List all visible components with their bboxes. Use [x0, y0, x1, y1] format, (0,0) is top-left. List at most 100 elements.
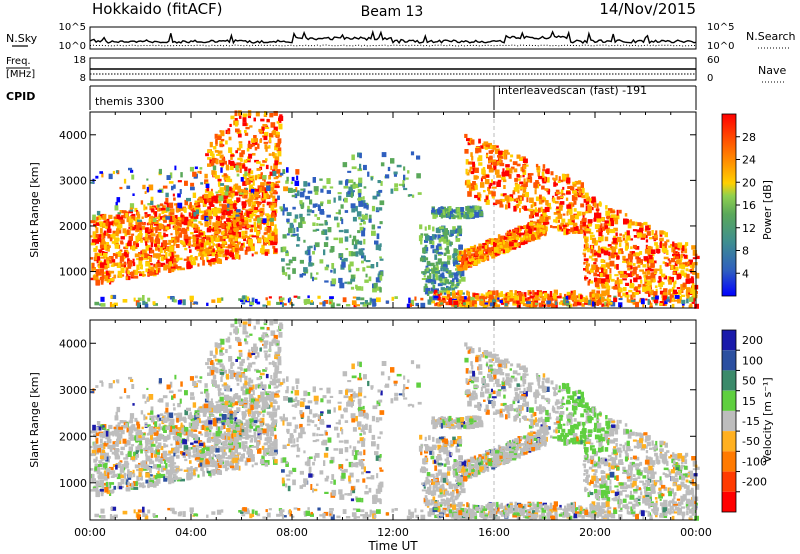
- power-echo-cell: [238, 298, 243, 301]
- power-echo-cell: [148, 215, 154, 222]
- power-echo-cell: [439, 226, 444, 229]
- power-echo-cell: [416, 173, 421, 179]
- power-echo-cell: [649, 302, 653, 307]
- power-echo-cell: [635, 301, 639, 308]
- power-echo-cell: [420, 240, 423, 245]
- power-echo-cell: [659, 269, 663, 275]
- power-echo-cell: [568, 303, 573, 308]
- power-echo-cell: [170, 233, 173, 236]
- velocity-echo-cell: [273, 449, 278, 455]
- power-echo-cell: [93, 223, 96, 227]
- velocity-echo-cell: [248, 429, 252, 433]
- power-echo-cell: [258, 202, 262, 206]
- power-echo-cell: [561, 218, 566, 223]
- power-echo-cell: [692, 289, 696, 295]
- power-echo-cell: [112, 262, 115, 267]
- power-echo-cell: [204, 221, 209, 227]
- power-echo-cell: [686, 273, 690, 279]
- power-echo-cell: [692, 296, 698, 299]
- power-echo-cell: [363, 255, 366, 262]
- power-echo-cell: [589, 292, 594, 298]
- power-echo-cell: [96, 222, 99, 226]
- power-echo-cell: [502, 249, 505, 254]
- power-echo-cell: [433, 248, 437, 253]
- power-echo-cell: [573, 193, 578, 197]
- power-echo-cell: [418, 235, 423, 242]
- power-echo-cell: [271, 214, 274, 220]
- power-cb-tick-label: 16: [742, 199, 756, 212]
- power-echo-cell: [456, 208, 461, 213]
- velocity-echo-cell: [206, 467, 209, 473]
- velocity-echo-cell: [138, 462, 141, 466]
- power-echo-cell: [611, 214, 616, 218]
- power-echo-cell: [531, 298, 536, 304]
- power-echo-cell: [632, 229, 637, 232]
- power-echo-cell: [208, 247, 213, 251]
- power-echo-cell: [555, 301, 558, 305]
- power-echo-cell: [659, 237, 664, 242]
- power-echo-cell: [573, 227, 577, 231]
- power-echo-cell: [667, 263, 671, 266]
- power-echo-cell: [130, 169, 134, 173]
- power-echo-cell: [366, 302, 372, 306]
- power-echo-cell: [393, 187, 399, 192]
- power-echo-cell: [654, 291, 658, 297]
- power-echo-cell: [136, 258, 140, 261]
- power-echo-cell: [452, 292, 457, 299]
- power-echo-cell: [662, 302, 666, 306]
- power-echo-cell: [491, 194, 495, 199]
- power-echo-cell: [422, 247, 426, 254]
- power-echo-cell: [604, 236, 609, 242]
- noise-left-tick-high: 10^5: [59, 22, 86, 33]
- power-echo-cell: [655, 295, 659, 300]
- noise-search-line: [90, 44, 697, 47]
- power-echo-cell: [587, 299, 592, 305]
- power-echo-cell: [488, 156, 493, 162]
- power-echo-cell: [115, 201, 118, 207]
- power-echo-cell: [178, 232, 183, 238]
- power-echo-cell: [316, 272, 319, 275]
- power-echo-cell: [168, 202, 174, 209]
- power-echo-cell: [246, 240, 249, 244]
- power-echo-cell: [457, 301, 460, 307]
- velocity-echo-cell: [200, 433, 204, 436]
- power-echo-cell: [424, 251, 428, 254]
- power-echo-cell: [107, 272, 110, 276]
- power-echo-cell: [227, 221, 230, 225]
- power-echo-cell: [195, 204, 201, 208]
- power-echo-cell: [126, 273, 129, 276]
- velocity-echo-cell: [95, 437, 99, 444]
- power-echo-cell: [325, 236, 329, 241]
- power-echo-cell: [419, 257, 424, 262]
- power-echo-cell: [555, 183, 558, 186]
- power-echo-cell: [194, 205, 200, 210]
- power-echo-cell: [105, 242, 109, 245]
- power-echo-cell: [234, 229, 238, 235]
- power-echo-cell: [246, 247, 251, 252]
- power-echo-cell: [618, 302, 623, 308]
- velocity-echo-cell: [144, 447, 149, 450]
- power-echo-cell: [182, 228, 187, 234]
- power-echo-cell: [689, 288, 695, 294]
- power-echo-cell: [149, 236, 154, 243]
- power-echo-cell: [437, 283, 443, 287]
- power-echo-cell: [668, 245, 672, 248]
- power-echo-cell: [500, 193, 505, 197]
- power-echo-cell: [351, 300, 357, 305]
- power-echo-cell: [333, 197, 336, 203]
- power-echo-cell: [451, 282, 455, 286]
- power-echo-cell: [434, 234, 437, 238]
- power-echo-cell: [424, 226, 427, 231]
- power-echo-cell: [260, 172, 263, 176]
- power-echo-cell: [571, 218, 575, 224]
- power-echo-cell: [299, 200, 303, 205]
- power-echo-cell: [121, 264, 124, 267]
- power-echo-cell: [387, 166, 391, 172]
- power-echo-cell: [144, 191, 147, 194]
- power-echo-cell: [276, 142, 281, 146]
- power-echo-cell: [155, 267, 158, 274]
- power-echo-cell: [639, 223, 644, 229]
- power-echo-cell: [163, 205, 166, 211]
- power-echo-cell: [528, 232, 533, 238]
